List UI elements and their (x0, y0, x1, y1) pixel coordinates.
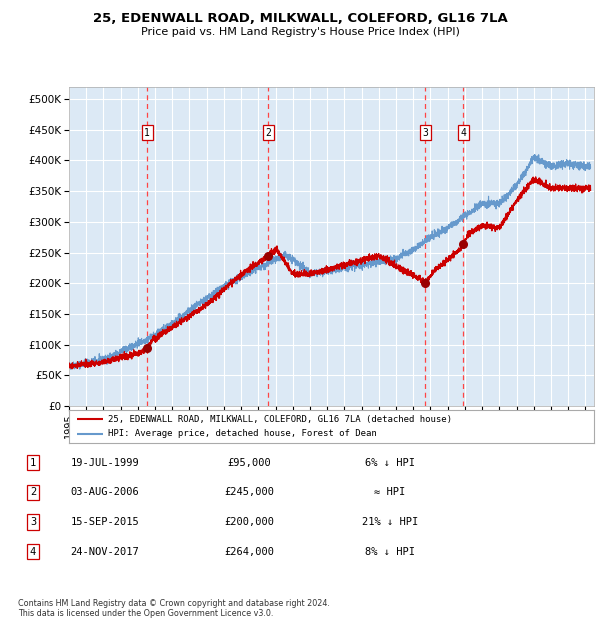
Text: 6% ↓ HPI: 6% ↓ HPI (365, 458, 415, 467)
Text: Contains HM Land Registry data © Crown copyright and database right 2024.
This d: Contains HM Land Registry data © Crown c… (18, 599, 330, 618)
Text: Price paid vs. HM Land Registry's House Price Index (HPI): Price paid vs. HM Land Registry's House … (140, 27, 460, 37)
Text: £245,000: £245,000 (224, 487, 274, 497)
Text: 1: 1 (30, 458, 36, 467)
Text: 24-NOV-2017: 24-NOV-2017 (71, 547, 139, 557)
Text: 2: 2 (265, 128, 271, 138)
Text: 4: 4 (460, 128, 466, 138)
Text: HPI: Average price, detached house, Forest of Dean: HPI: Average price, detached house, Fore… (109, 430, 377, 438)
Text: 3: 3 (30, 517, 36, 527)
Text: 1: 1 (144, 128, 150, 138)
Text: 8% ↓ HPI: 8% ↓ HPI (365, 547, 415, 557)
Text: 03-AUG-2006: 03-AUG-2006 (71, 487, 139, 497)
Text: 15-SEP-2015: 15-SEP-2015 (71, 517, 139, 527)
Text: 4: 4 (30, 547, 36, 557)
Text: 25, EDENWALL ROAD, MILKWALL, COLEFORD, GL16 7LA (detached house): 25, EDENWALL ROAD, MILKWALL, COLEFORD, G… (109, 415, 452, 423)
Text: 19-JUL-1999: 19-JUL-1999 (71, 458, 139, 467)
Text: 3: 3 (422, 128, 428, 138)
Text: £200,000: £200,000 (224, 517, 274, 527)
Text: £95,000: £95,000 (227, 458, 271, 467)
Text: 25, EDENWALL ROAD, MILKWALL, COLEFORD, GL16 7LA: 25, EDENWALL ROAD, MILKWALL, COLEFORD, G… (92, 12, 508, 25)
Text: 21% ↓ HPI: 21% ↓ HPI (362, 517, 418, 527)
Text: ≈ HPI: ≈ HPI (374, 487, 406, 497)
Text: £264,000: £264,000 (224, 547, 274, 557)
Text: 2: 2 (30, 487, 36, 497)
